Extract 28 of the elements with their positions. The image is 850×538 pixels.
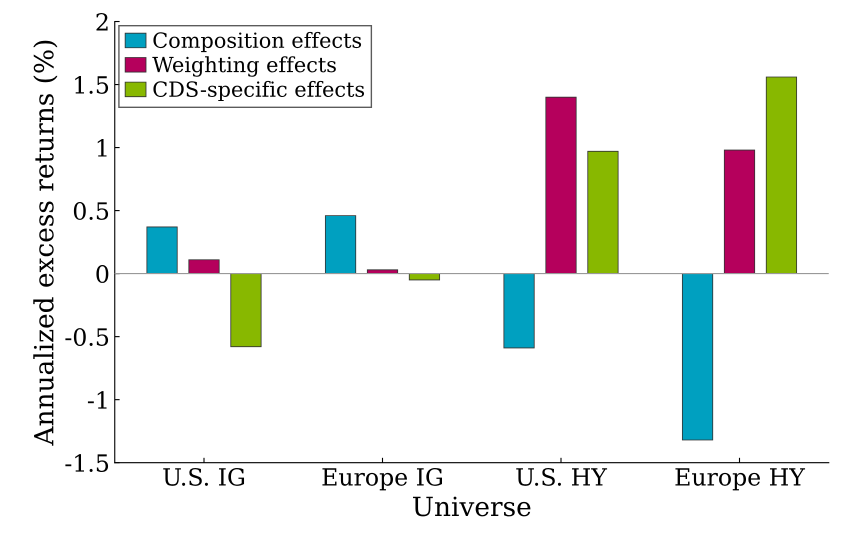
bar — [682, 273, 714, 440]
bar — [324, 215, 356, 274]
x-tick-label: U.S. IG — [163, 468, 244, 486]
legend-label: Composition effects — [153, 32, 362, 52]
legend-label: Weighting effects — [152, 56, 336, 77]
bar — [724, 150, 756, 274]
y-tick-label: -1.5 — [65, 454, 108, 472]
x-tick-label: Europe IG — [322, 468, 442, 490]
y-tick-label: -1 — [88, 391, 107, 409]
y-tick-label: -0.5 — [65, 328, 108, 346]
bar — [587, 150, 619, 274]
y-axis-title: Annualized excess returns (%) — [33, 40, 58, 446]
bar — [408, 273, 440, 280]
bar — [146, 226, 178, 274]
y-tick-label: 0.5 — [74, 202, 108, 220]
x-tick-label: U.S. HY — [516, 468, 608, 486]
y-tick-label: 0 — [96, 265, 108, 283]
y-tick-label: 1 — [98, 139, 107, 157]
bar — [230, 273, 262, 348]
bar — [503, 273, 535, 348]
legend-label: CDS-specific effects — [153, 80, 364, 102]
x-axis-title: Universe — [413, 496, 530, 516]
bar — [766, 76, 798, 274]
bar — [545, 96, 577, 274]
x-tick-label: Europe HY — [675, 468, 806, 490]
y-tick-label: 1.5 — [75, 76, 108, 94]
bar — [188, 259, 220, 274]
y-tick-label: 2 — [96, 12, 108, 30]
